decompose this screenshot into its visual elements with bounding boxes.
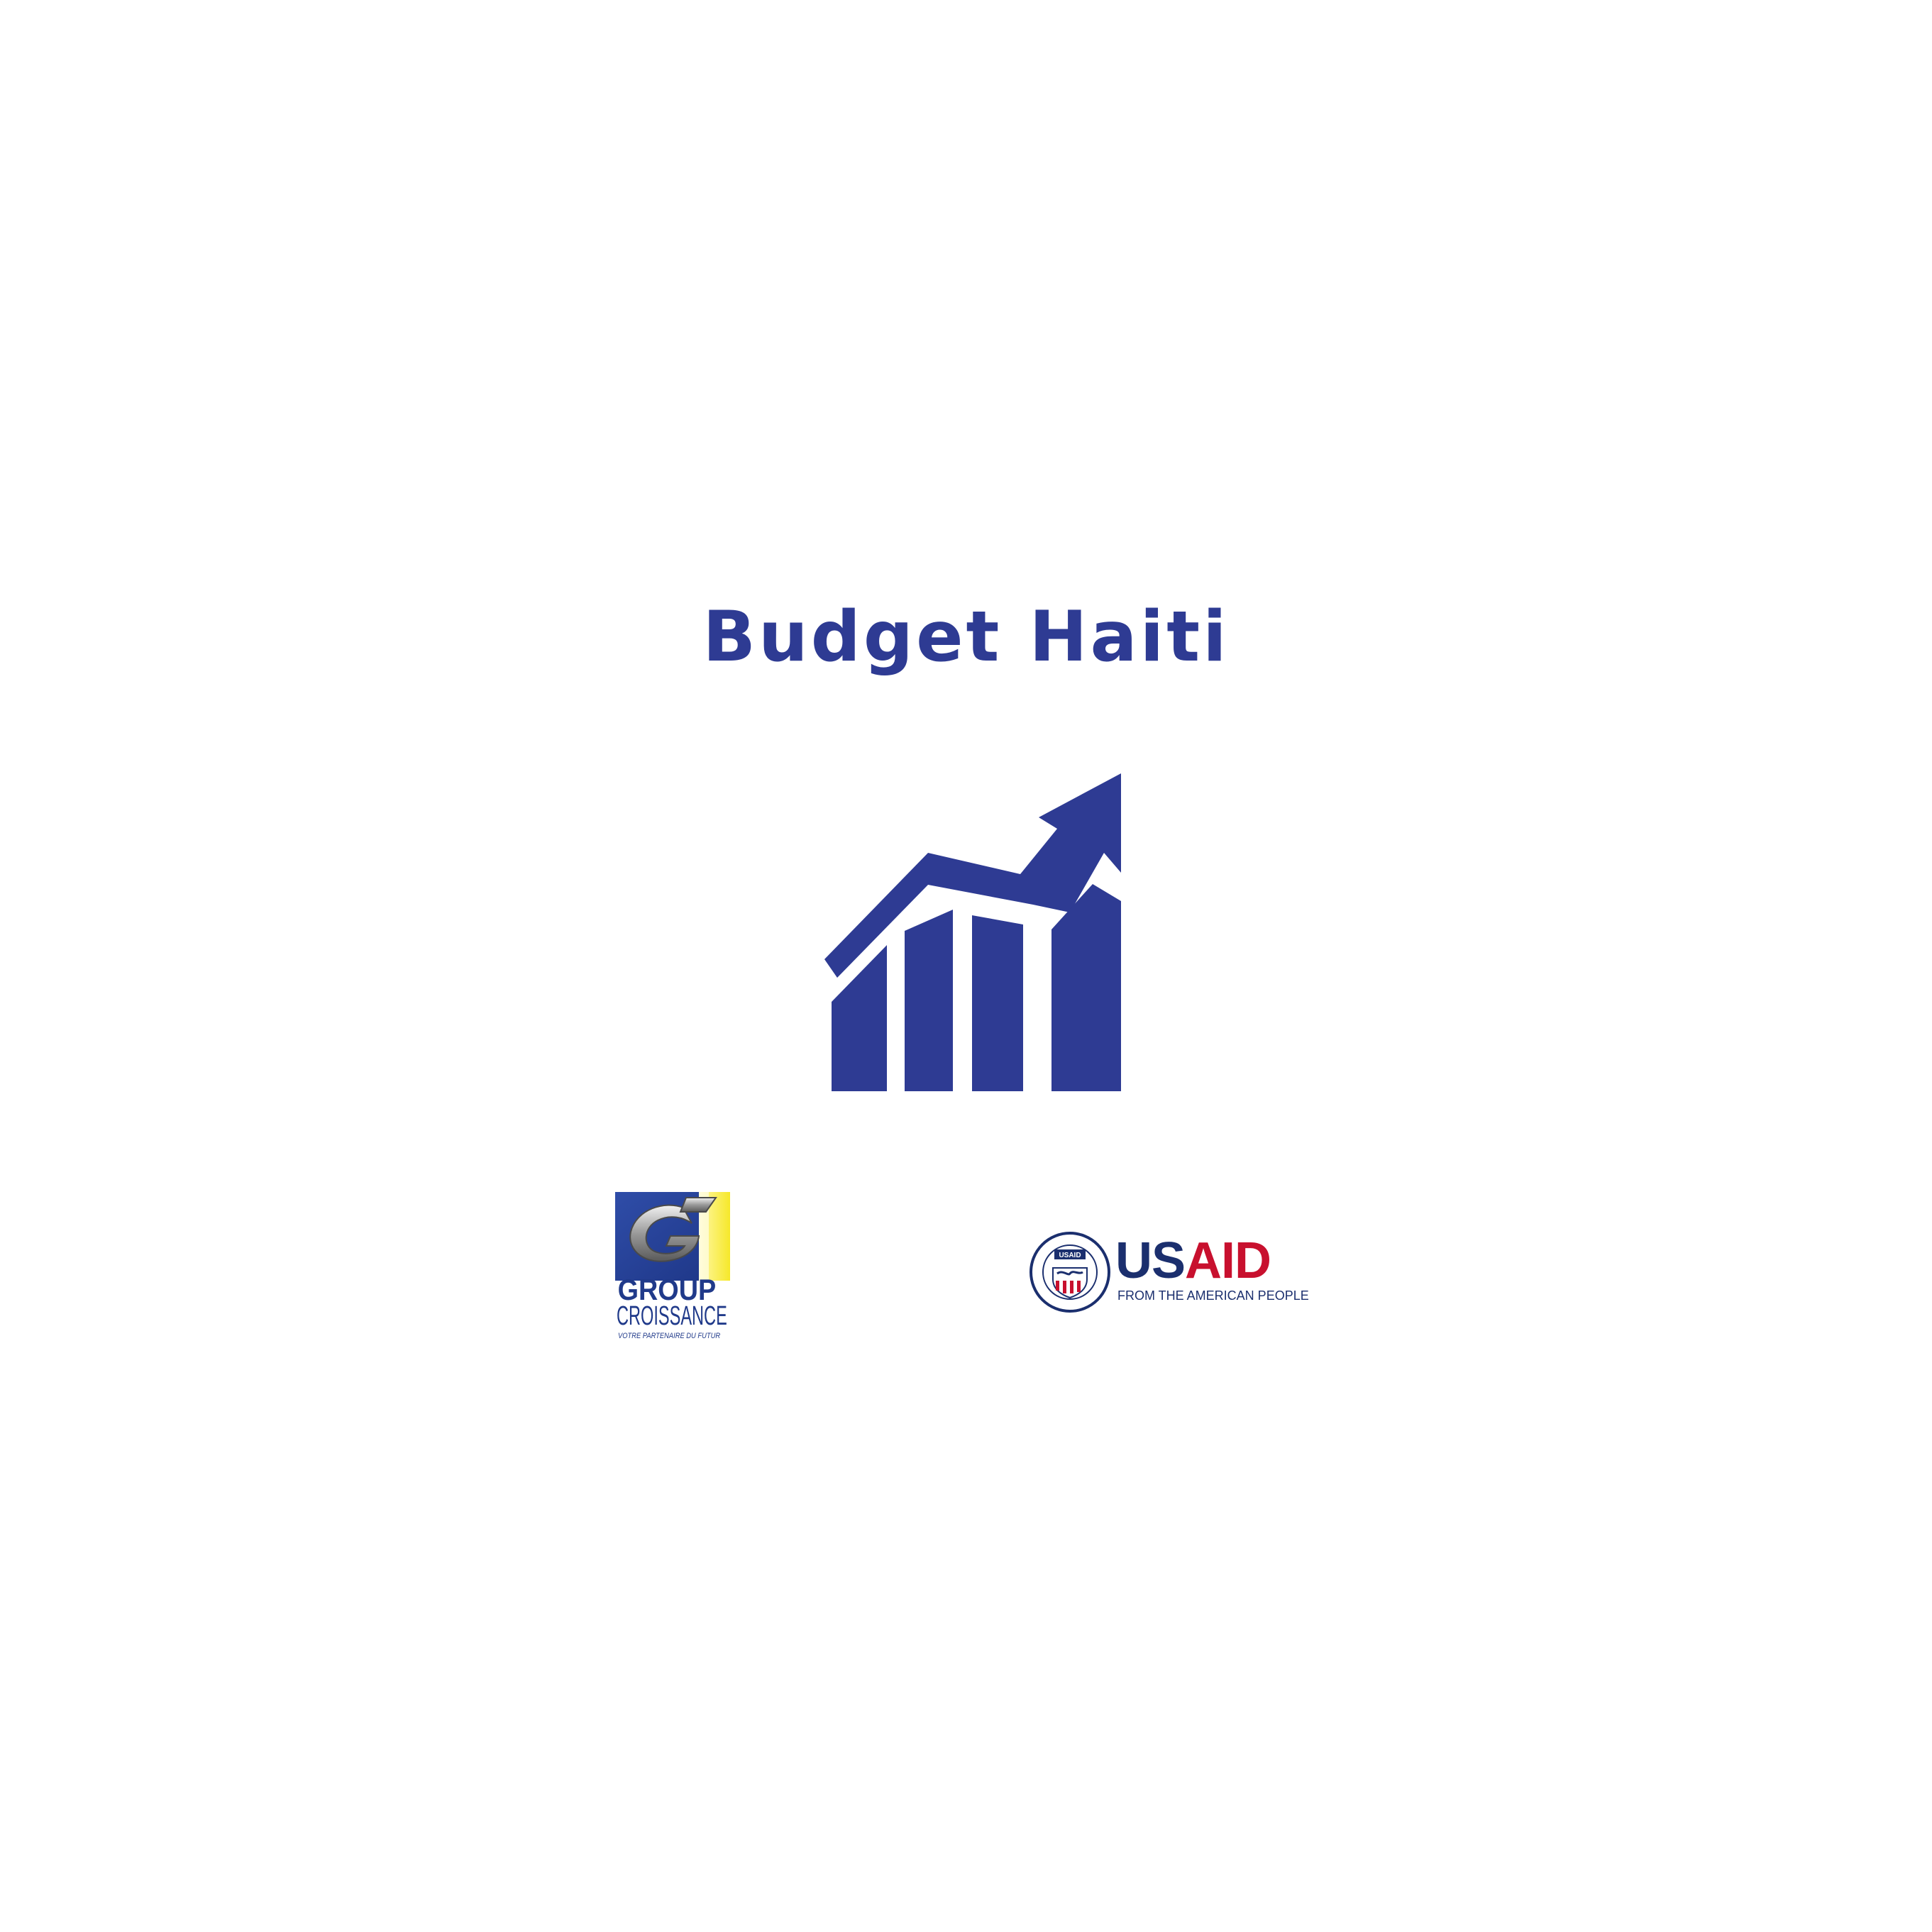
usaid-seal-label: USAID xyxy=(1059,1252,1081,1259)
group-croissance-line1: GROUP xyxy=(617,1273,717,1306)
usaid-tagline: FROM THE AMERICAN PEOPLE xyxy=(1117,1288,1309,1303)
app-title: Budget Haiti xyxy=(702,597,1230,678)
usaid-logo: USAID USAID FROM THE AMERICAN PEOPLE xyxy=(1029,1231,1313,1316)
chart-growth-icon xyxy=(824,773,1121,1091)
usaid-wordmark: USAID xyxy=(1115,1235,1271,1286)
group-croissance-line2: CROISSANCE xyxy=(617,1301,727,1331)
group-croissance-tagline: VOTRE PARTENAIRE DU FUTUR xyxy=(618,1332,721,1340)
group-croissance-emblem xyxy=(615,1192,730,1281)
group-croissance-logo: GROUP CROISSANCE VOTRE PARTENAIRE DU FUT… xyxy=(615,1192,736,1348)
usaid-seal-icon: USAID xyxy=(1030,1232,1110,1313)
usaid-wordmark-aid: AID xyxy=(1185,1232,1271,1289)
usaid-wordmark-us: US xyxy=(1115,1232,1186,1289)
